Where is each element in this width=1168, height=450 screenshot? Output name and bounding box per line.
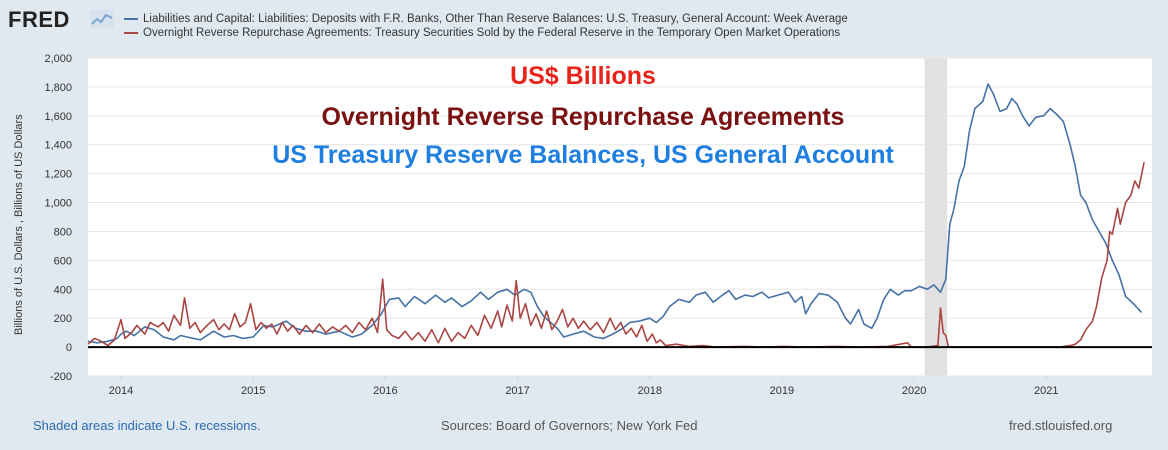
legend-swatch [124,32,138,34]
annotation-treasury: US Treasury Reserve Balances, US General… [272,141,894,169]
y-tick-label: 200 [54,313,72,325]
y-tick-label: 1,200 [44,169,72,181]
y-axis-label: Billions of U.S. Dollars , Billions of U… [13,114,25,335]
y-tick-label: 600 [54,255,72,267]
x-tick-label: 2020 [902,385,926,397]
annotation-reverse-repo: Overnight Reverse Repurchase Agreements [321,103,845,131]
x-tick-label: 2018 [637,385,661,397]
y-tick-label: 1,000 [44,198,72,210]
series-line-treasury-account [87,83,1142,344]
x-tick-label: 2014 [109,385,133,397]
legend-label: Overnight Reverse Repurchase Agreements:… [143,27,841,39]
y-tick-label: 1,800 [44,82,72,94]
fred-logo[interactable]: FRED [8,7,70,32]
legend-swatch [124,18,138,20]
x-tick-label: 2017 [505,385,529,397]
annotation-units: US$ Billions [510,62,656,90]
y-tick-label: 800 [54,226,72,238]
sources-text: Sources: Board of Governors; New York Fe… [441,418,698,433]
x-tick-label: 2016 [373,385,397,397]
y-tick-label: 400 [54,284,72,296]
series-line-reverse-repo [87,161,1145,348]
chart-legend: Liabilities and Capital: Liabilities: De… [124,12,848,40]
legend-label: Liabilities and Capital: Liabilities: De… [143,13,848,25]
legend-item-treasury-account[interactable]: Liabilities and Capital: Liabilities: De… [124,12,848,26]
x-tick-label: 2021 [1034,385,1058,397]
y-tick-label: 1,600 [44,111,72,123]
y-tick-label: 2,000 [44,53,72,65]
site-link[interactable]: fred.stlouisfed.org [1009,418,1113,433]
recession-note-link[interactable]: Shaded areas indicate U.S. recessions. [33,418,261,433]
line-chart-icon [90,10,114,28]
y-tick-label: -200 [50,371,72,383]
recession-band [924,58,948,376]
x-tick-label: 2015 [241,385,265,397]
x-tick-label: 2019 [770,385,794,397]
legend-item-reverse-repo[interactable]: Overnight Reverse Repurchase Agreements:… [124,26,848,40]
y-tick-label: 0 [66,342,72,354]
y-tick-label: 1,400 [44,140,72,152]
